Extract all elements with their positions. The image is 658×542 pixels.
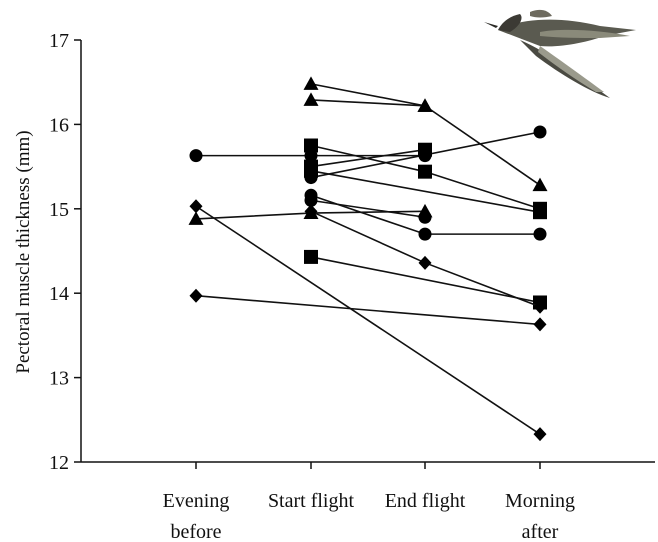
y-axis-title: Pectoral muscle thickness (mm) [13, 130, 34, 373]
series-line [195, 294, 541, 326]
series-line [310, 99, 426, 107]
square-marker [304, 138, 318, 153]
series-line [310, 199, 426, 219]
x-tick-label-line: after [522, 521, 559, 542]
series-line [195, 205, 541, 435]
diamond-marker [533, 427, 547, 442]
x-tick-label: Morning after [505, 490, 575, 542]
x-tick-label-line: Start flight [268, 490, 355, 512]
square-marker [304, 249, 318, 264]
diamond-marker [304, 204, 318, 219]
series-layer [188, 76, 548, 442]
y-tick-label: 13 [49, 368, 69, 390]
y-tick-label: 15 [49, 199, 69, 221]
series-line [310, 148, 426, 168]
y-tick-label: 12 [49, 452, 69, 474]
y-tick-label: 16 [49, 114, 69, 136]
series-triangle [303, 92, 433, 112]
diamond-marker [189, 199, 203, 214]
series-diamond [189, 199, 547, 442]
square-marker [533, 205, 547, 220]
square-marker [418, 142, 432, 157]
diamond-marker [189, 288, 203, 303]
circle-marker [304, 193, 318, 207]
series-line [310, 170, 541, 213]
sandpiper-bird-icon [484, 9, 636, 98]
triangle-marker [303, 76, 319, 90]
y-tick-label: 14 [49, 283, 69, 305]
x-tick-label-line: Evening [163, 490, 230, 512]
series-square [304, 163, 547, 220]
x-tick-label-line: End flight [385, 490, 466, 512]
x-tick-label: Start flight [268, 490, 355, 512]
circle-marker [189, 149, 203, 163]
square-marker [304, 163, 318, 178]
series-diamond [304, 204, 547, 314]
triangle-marker [417, 203, 433, 218]
circle-marker [533, 125, 547, 139]
y-tick-label: 17 [49, 30, 69, 52]
triangle-marker [417, 98, 433, 112]
diamond-marker [418, 255, 432, 270]
triangle-marker [188, 211, 204, 225]
x-tick-label: Evening before [163, 490, 230, 542]
x-tick-label-line: Morning [505, 490, 575, 512]
series-line [310, 256, 541, 304]
circle-marker [418, 227, 432, 241]
axes: 12 13 14 15 16 17 Evening before Start flight End… [13, 30, 655, 542]
x-tick-label: End flight [385, 490, 466, 512]
diamond-marker [533, 317, 547, 332]
triangle-marker [532, 177, 548, 192]
triangle-marker [303, 92, 319, 106]
circle-marker [533, 227, 547, 241]
series-circle [304, 193, 432, 224]
series-diamond [189, 288, 547, 332]
square-marker [418, 164, 432, 179]
x-tick-label-line: before [170, 521, 221, 542]
diamond-marker [533, 299, 547, 314]
